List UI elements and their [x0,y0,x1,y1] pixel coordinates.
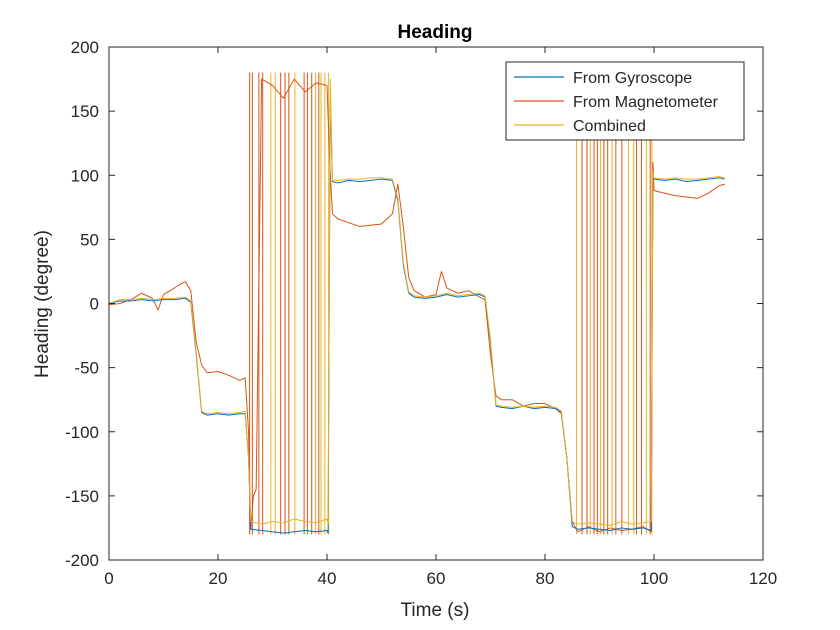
y-tick-label: 50 [80,230,99,249]
legend-label: Combined [573,118,646,135]
axis-ticks: 0 20 40 60 80 100 120 -200 -150 -100 -50 0 50 100 150 2… [65,38,777,588]
chart-title: Heading [398,22,473,43]
legend-label: From Magnetometer [573,94,719,111]
y-tick-label: 150 [71,102,99,121]
legend: From Gyroscope From Magnetometer Combined [505,61,745,141]
y-tick-label: -100 [65,423,99,442]
x-tick-label: 60 [427,569,446,588]
y-tick-label: -150 [65,487,99,506]
series-line-from-gyroscope [109,97,725,534]
legend-label: From Gyroscope [573,70,692,87]
y-tick-label: 200 [71,38,99,57]
series-line-combined [109,78,725,526]
x-axis-label: Time (s) [401,600,470,621]
y-tick-label: -200 [65,551,99,570]
x-tick-label: 40 [318,569,337,588]
y-tick-label: 0 [90,295,99,314]
x-tick-label: 0 [104,569,113,588]
y-tick-label: 100 [71,166,99,185]
x-tick-label: 100 [640,569,668,588]
y-axis-label: Heading (degree) [32,230,53,378]
series-line-from-magnetometer [109,78,725,533]
x-tick-label: 20 [209,569,228,588]
x-tick-label: 120 [749,569,777,588]
series-group [109,72,725,535]
y-tick-label: -50 [74,359,99,378]
x-tick-label: 80 [536,569,555,588]
